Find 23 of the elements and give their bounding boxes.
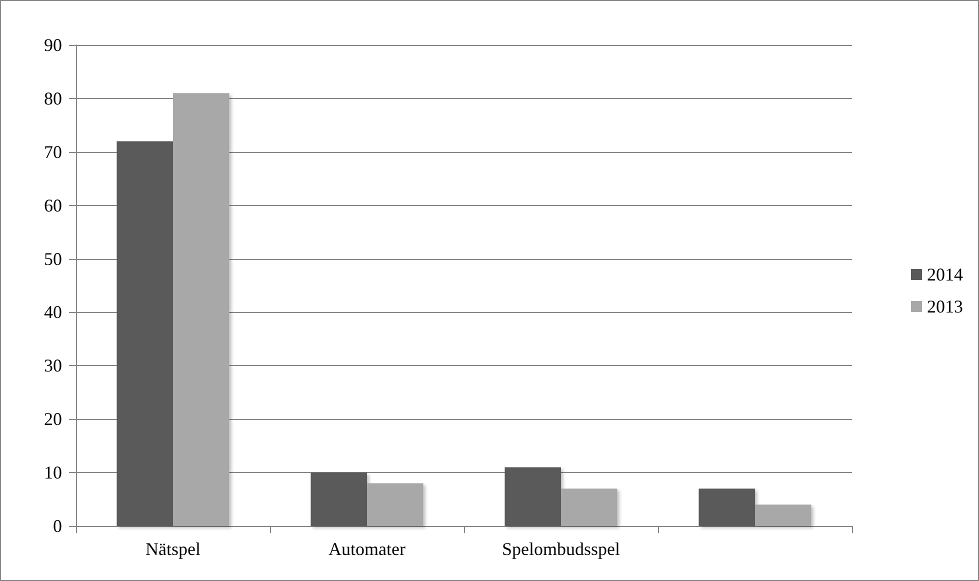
bar: [173, 93, 230, 526]
y-tick-label: 0: [53, 516, 62, 536]
legend-label: 2013: [927, 296, 963, 316]
y-tick-label: 20: [44, 409, 62, 430]
bar: [561, 488, 618, 526]
bar: [698, 488, 755, 526]
bar: [504, 467, 561, 526]
bar: [755, 504, 812, 526]
legend-label: 2014: [927, 264, 963, 284]
y-tick-label: 10: [44, 462, 62, 483]
bar: [367, 483, 424, 526]
y-tick-label: 30: [44, 356, 62, 376]
y-tick-label: 70: [44, 142, 62, 162]
bar: [116, 141, 173, 526]
y-tick-label: 60: [44, 195, 62, 216]
y-tick-label: 80: [44, 88, 62, 108]
x-tick-label: Nätspel: [146, 539, 200, 559]
x-tick-label: Spelombudsspel: [502, 539, 620, 559]
y-tick-label: 50: [44, 248, 62, 269]
y-tick-label: 90: [44, 35, 62, 55]
x-tick-label: Automater: [328, 539, 406, 559]
y-tick-label: 40: [44, 302, 62, 322]
bar: [310, 472, 367, 526]
